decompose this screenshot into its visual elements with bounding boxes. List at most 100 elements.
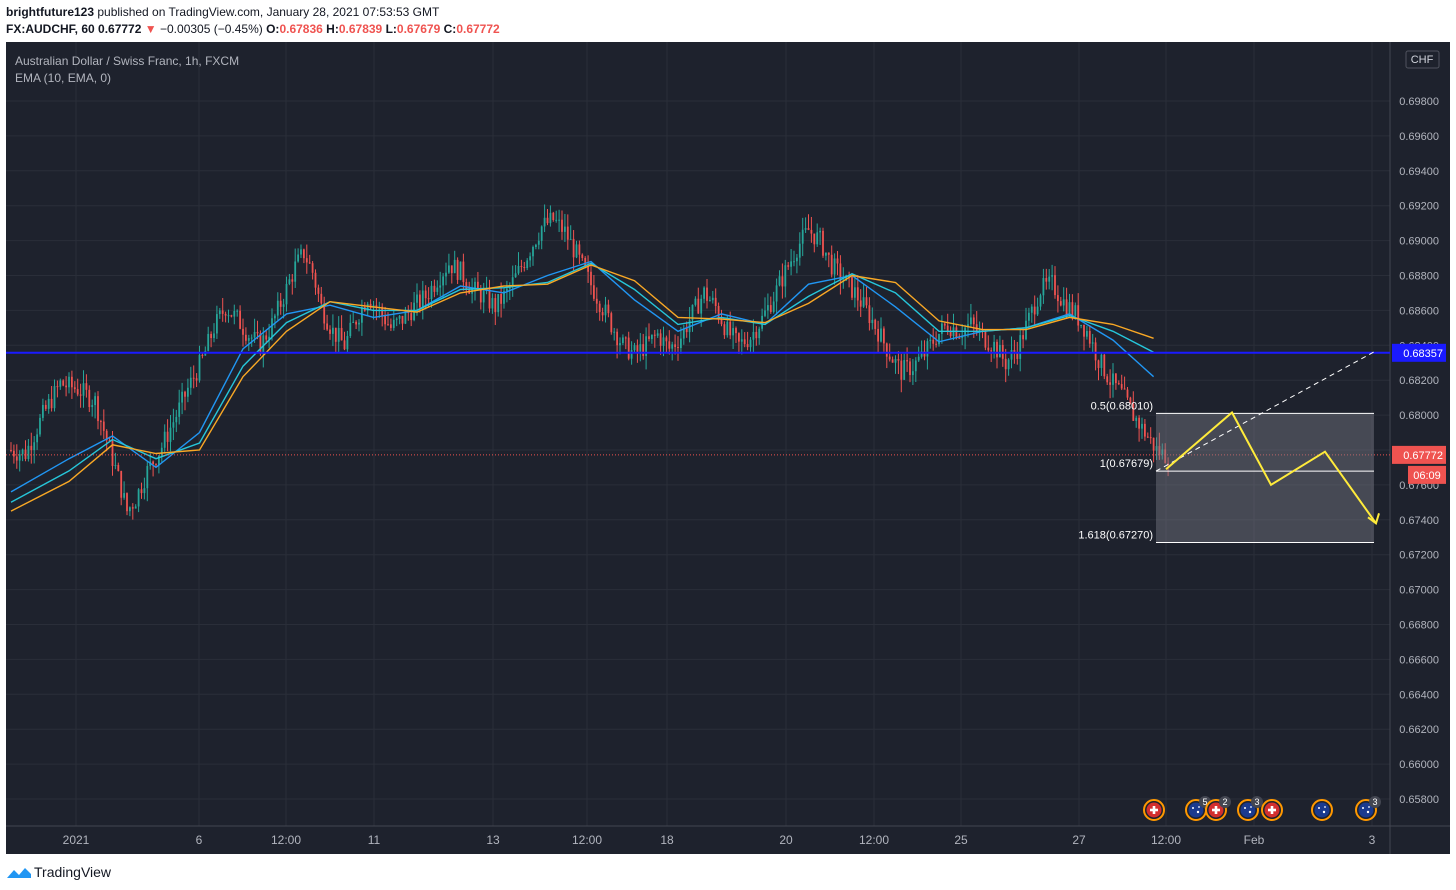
candle-body xyxy=(775,285,778,302)
candle-body xyxy=(47,398,50,409)
candle-body xyxy=(117,464,120,471)
candle-body xyxy=(352,321,355,323)
footer: TradingView xyxy=(0,854,1456,890)
flag-star xyxy=(1366,810,1370,814)
candle-body xyxy=(71,376,73,388)
time-tick-label: 3 xyxy=(1369,833,1376,847)
candle-body xyxy=(659,333,662,346)
candle-body xyxy=(436,287,439,292)
candle-body xyxy=(1109,382,1111,385)
candle-body xyxy=(236,310,239,312)
candle-body xyxy=(259,333,262,354)
candle-body xyxy=(752,331,755,340)
candle-body xyxy=(108,440,111,442)
candle-body xyxy=(917,356,920,361)
candle-body xyxy=(361,307,363,323)
price-chart[interactable]: 0.5(0.68010) 1(0.67679) 1.618(0.67270) 0.6… xyxy=(6,42,1450,854)
badge-count: 5 xyxy=(1202,797,1207,807)
candle-body xyxy=(1106,376,1109,383)
candle-body xyxy=(33,442,36,451)
candle-body xyxy=(178,402,181,417)
currency-badge[interactable] xyxy=(1405,50,1440,69)
candle-body xyxy=(1030,306,1033,313)
candle-body xyxy=(851,276,853,298)
candle-body xyxy=(987,347,990,351)
candle-body xyxy=(311,263,314,273)
candle-body xyxy=(717,305,720,319)
time-tick-label: 2021 xyxy=(63,833,90,847)
candle-body xyxy=(120,470,123,498)
candle-body xyxy=(854,287,856,298)
candle-body xyxy=(970,317,972,325)
candle-body xyxy=(575,244,578,258)
candle-body xyxy=(358,322,360,325)
candle-body xyxy=(975,324,978,332)
candle-body xyxy=(294,261,297,282)
candle-body xyxy=(961,336,964,338)
fib-level-label: 0.5(0.68010) xyxy=(1091,400,1153,412)
price-tick-label: 0.66000 xyxy=(1399,759,1439,771)
chart-area[interactable]: 0.5(0.68010) 1(0.67679) 1.618(0.67270) 0.6… xyxy=(6,42,1450,854)
candle-body xyxy=(793,261,795,263)
candle-body xyxy=(552,212,555,221)
price-tick-label: 0.69800 xyxy=(1399,96,1439,108)
candle-body xyxy=(511,277,514,287)
price-tick-label: 0.66200 xyxy=(1399,724,1439,736)
ema-slow-line xyxy=(10,264,1154,512)
candle-body xyxy=(349,322,352,337)
candle-body xyxy=(506,288,508,291)
price-tick-label: 0.66400 xyxy=(1399,689,1439,701)
countdown-label: 06:09 xyxy=(1413,470,1441,482)
candle-body xyxy=(317,287,320,294)
time-tick-label: 20 xyxy=(779,833,793,847)
candle-body xyxy=(764,310,766,316)
tradingview-logo-icon[interactable] xyxy=(6,866,32,880)
price-tick-label: 0.69400 xyxy=(1399,166,1439,178)
candle-body xyxy=(1010,350,1013,360)
candle-body xyxy=(334,327,337,342)
brand-name[interactable]: TradingView xyxy=(34,864,112,880)
flag-star xyxy=(1368,806,1370,808)
candle-body xyxy=(297,254,299,262)
candle-body xyxy=(384,315,386,325)
candle-body xyxy=(73,387,76,390)
price-tick-label: 0.69200 xyxy=(1399,201,1439,213)
candle-body xyxy=(114,464,117,466)
candle-body xyxy=(497,293,500,313)
event-badges[interactable]: 5 2 3 3 xyxy=(1143,796,1381,821)
time-tick-label: 25 xyxy=(954,833,968,847)
candle-body xyxy=(819,230,821,233)
candle-body xyxy=(526,260,529,269)
candle-body xyxy=(62,380,65,386)
author-name[interactable]: brightfuture123 xyxy=(6,5,95,19)
candle-body xyxy=(648,336,650,339)
candle-body xyxy=(216,314,218,334)
candle-body xyxy=(381,306,384,316)
candle-body xyxy=(949,331,952,337)
candle-body xyxy=(1019,335,1022,359)
candle-body xyxy=(450,265,453,274)
candle-body xyxy=(935,343,937,345)
open-value: 0.67836 xyxy=(279,22,323,36)
price-tick-label: 0.68000 xyxy=(1399,410,1439,422)
flag-star xyxy=(1322,810,1326,814)
candle-body xyxy=(555,219,558,221)
price-tick-label: 0.68800 xyxy=(1399,271,1439,283)
time-axis[interactable]: 2021 6 12:00 11 13 12:00 18 20 12:00 25 27 12:00 Feb… xyxy=(63,833,1376,847)
time-tick-label: 6 xyxy=(196,833,203,847)
candle-body xyxy=(685,328,688,333)
candle-body xyxy=(44,404,47,409)
candle-body xyxy=(30,445,33,451)
candle-body xyxy=(1146,436,1149,438)
flag-star xyxy=(1192,807,1194,809)
price-axis[interactable]: 0.69800 0.69600 0.69400 0.69200 0.69000 0.688… xyxy=(1392,96,1446,806)
candle-body xyxy=(111,440,114,466)
candle-body xyxy=(288,279,291,284)
candle-body xyxy=(456,259,459,280)
drawings: 0.5(0.68010) 1(0.67679) 1.618(0.67270) xyxy=(6,350,1390,543)
fib-level-label: 1(0.67679) xyxy=(1100,458,1153,470)
candle-body xyxy=(140,489,143,494)
candle-body xyxy=(587,266,589,272)
candle-body xyxy=(561,219,563,232)
candle-body xyxy=(593,285,595,299)
